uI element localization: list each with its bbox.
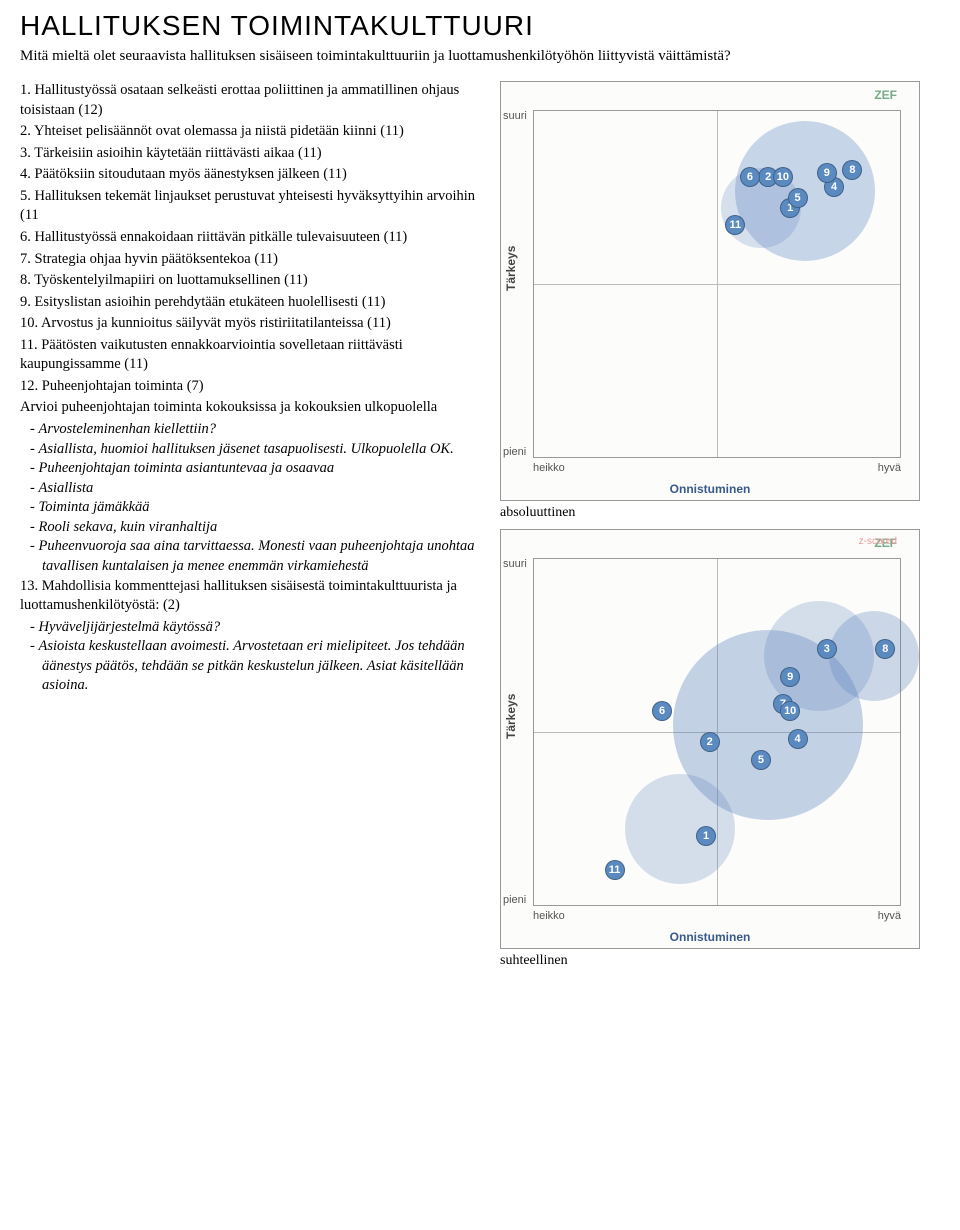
list-item: 2. Yhteiset pelisäännöt ovat olemassa ja…	[20, 122, 480, 142]
chart-point: 2	[700, 732, 720, 752]
chart-absoluuttinen: ZEF Tärkeys suuri pieni 12456891011 heik…	[500, 81, 920, 501]
chart-point: 6	[652, 701, 672, 721]
list-item: 12. Puheenjohtajan toiminta (7)	[20, 377, 480, 397]
x-axis-label: Onnistuminen	[670, 482, 751, 496]
chart-point: 9	[817, 163, 837, 183]
x-axis-left: heikko	[533, 462, 565, 474]
x-axis-left: heikko	[533, 910, 565, 922]
x-axis-right: hyvä	[878, 462, 901, 474]
x-axis-label: Onnistuminen	[670, 930, 751, 944]
zscored-label: z-scored	[859, 536, 897, 547]
chart-bubble	[625, 774, 735, 884]
x-axis-right: hyvä	[878, 910, 901, 922]
list-item: 1. Hallitustyössä osataan selkeästi erot…	[20, 81, 480, 120]
chart-point: 3	[817, 639, 837, 659]
sub-item: Rooli sekava, kuin viranhaltija	[42, 518, 480, 538]
question-list: 1. Hallitustyössä osataan selkeästi erot…	[20, 81, 480, 969]
list-item: 6. Hallitustyössä ennakoidaan riittävän …	[20, 228, 480, 248]
page-subtitle: Mitä mieltä olet seuraavista hallituksen…	[20, 48, 920, 65]
chart-point: 10	[773, 167, 793, 187]
sub-item: Asiallista, huomioi hallituksen jäsenet …	[42, 440, 480, 460]
sub-item: Toiminta jämäkkää	[42, 498, 480, 518]
chart-point: 10	[780, 701, 800, 721]
chart-suhteellinen: ZEF z-scored Tärkeys suuri pieni 1234567…	[500, 529, 920, 949]
chart-point: 8	[875, 639, 895, 659]
chart-point: 8	[842, 160, 862, 180]
chart-point: 6	[740, 167, 760, 187]
page-title: HALLITUKSEN TOIMINTAKULTTUURI	[20, 10, 940, 42]
sub-item: Hyväveljijärjestelmä käytössä?	[42, 618, 480, 638]
y-axis-top: suuri	[503, 110, 529, 122]
chart-abs-caption: absoluuttinen	[500, 505, 940, 521]
zef-label: ZEF	[874, 88, 897, 102]
list-item: 4. Päätöksiin sitoudutaan myös äänestyks…	[20, 165, 480, 185]
item13: 13. Mahdollisia kommenttejasi hallitukse…	[20, 577, 480, 616]
chart-point: 5	[788, 188, 808, 208]
chart-point: 5	[751, 750, 771, 770]
list-item: 3. Tärkeisiin asioihin käytetään riittäv…	[20, 144, 480, 164]
list-item: 7. Strategia ohjaa hyvin päätöksentekoa …	[20, 250, 480, 270]
y-axis-bottom: pieni	[503, 894, 529, 906]
y-axis-bottom: pieni	[503, 446, 529, 458]
sub-item: Arvosteleminenhan kiellettiin?	[42, 420, 480, 440]
list-item: 8. Työskentelyilmapiiri on luottamuksell…	[20, 271, 480, 291]
list-item: 9. Esityslistan asioihin perehdytään etu…	[20, 293, 480, 313]
list-item: 5. Hallituksen tekemät linjaukset perust…	[20, 187, 480, 226]
chart-point: 9	[780, 667, 800, 687]
sub-item: Asioista keskustellaan avoimesti. Arvost…	[42, 637, 480, 696]
chart-point: 4	[788, 729, 808, 749]
y-axis-top: suuri	[503, 558, 529, 570]
chart-point: 1	[696, 826, 716, 846]
item12-intro: Arvioi puheenjohtajan toiminta kokouksis…	[20, 398, 480, 418]
sub-item: Asiallista	[42, 479, 480, 499]
sub-item: Puheenvuoroja saa aina tarvittaessa. Mon…	[42, 537, 480, 576]
chart-rel-caption: suhteellinen	[500, 953, 940, 969]
chart-bubble	[829, 611, 919, 701]
sub-item: Puheenjohtajan toiminta asiantuntevaa ja…	[42, 459, 480, 479]
chart-point: 11	[605, 860, 625, 880]
list-item: 10. Arvostus ja kunnioitus säilyvät myös…	[20, 314, 480, 334]
chart-point: 11	[725, 215, 745, 235]
list-item: 11. Päätösten vaikutusten ennakkoarvioin…	[20, 336, 480, 375]
